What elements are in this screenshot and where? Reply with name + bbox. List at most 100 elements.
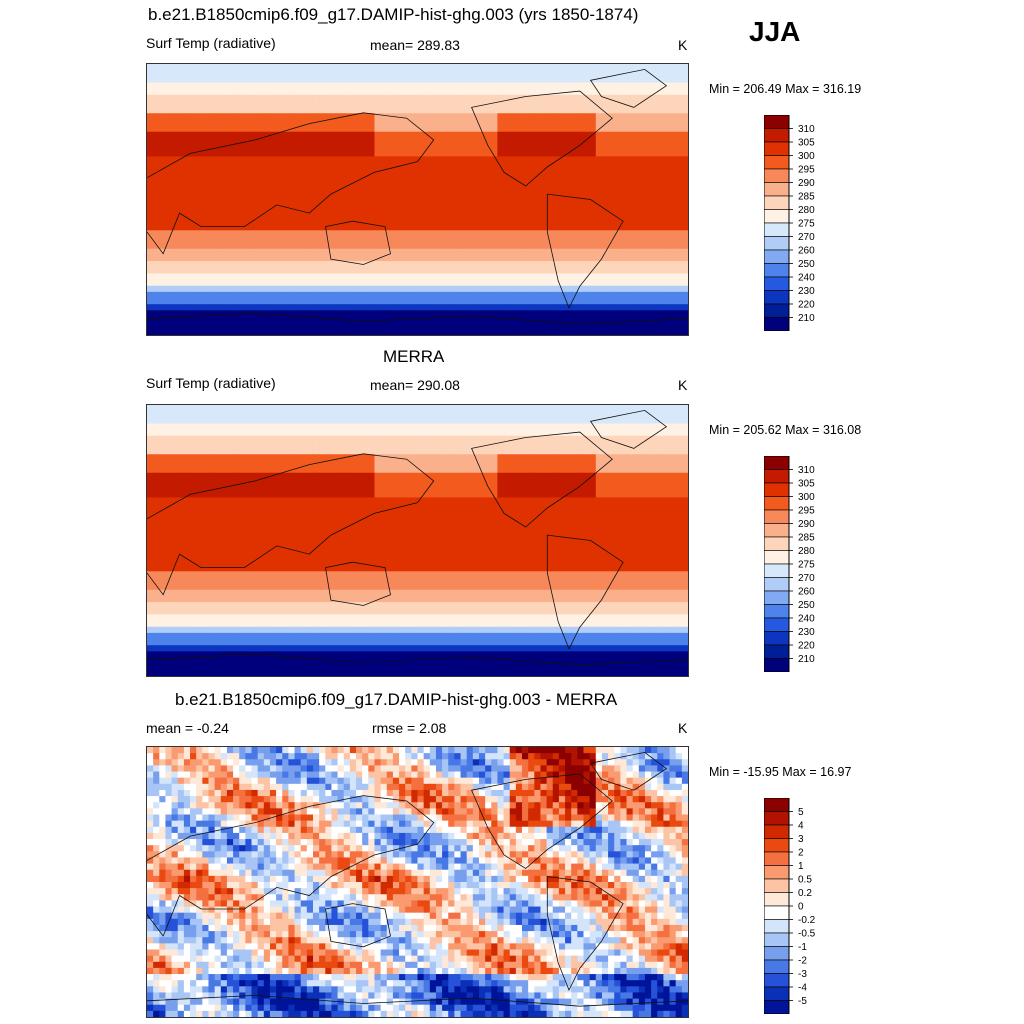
- colorbar-tick-label: 2: [798, 848, 804, 859]
- panel-1-map: [146, 63, 689, 336]
- colorbar-swatch: [764, 590, 790, 605]
- colorbar-swatch: [764, 644, 790, 659]
- colorbar-tick-label: 240: [798, 614, 815, 625]
- colorbar-tick-label: 310: [798, 465, 815, 476]
- colorbar-swatch: [764, 824, 790, 839]
- colorbar-swatch: [764, 919, 790, 934]
- panel-3-rmse-label: rmse = 2.08: [372, 720, 447, 736]
- colorbar-tick-label: -5: [798, 996, 807, 1007]
- colorbar-swatch: [764, 905, 790, 920]
- colorbar-tick-label: 3: [798, 834, 804, 845]
- panel-1-colorbar: 310 305 300 295 290 285 280 275 270 260 250 240 230 2…: [764, 115, 815, 331]
- colorbar-tick-label: 210: [798, 313, 815, 324]
- colorbar-tick-label: 290: [798, 519, 815, 530]
- colorbar-swatch: [764, 456, 790, 470]
- colorbar-tick-label: 300: [798, 151, 815, 162]
- colorbar-tick-label: 240: [798, 273, 815, 284]
- colorbar-tick-label: 290: [798, 178, 815, 189]
- coastline: [147, 994, 688, 1007]
- colorbar-swatch: [764, 168, 790, 183]
- panel-2-colorbar: 310 305 300 295 290 285 280 275 270 260 250 240 230 2…: [764, 456, 815, 672]
- coastline: [147, 453, 435, 596]
- coastline: [589, 751, 668, 791]
- panel-3-min-max: Min = -15.95 Max = 16.97: [709, 765, 852, 779]
- colorbar-tick-label: 295: [798, 165, 815, 176]
- colorbar-swatch: [764, 838, 790, 853]
- colorbar-swatch: [764, 209, 790, 224]
- panel-2-title: MERRA: [383, 347, 445, 366]
- colorbar-swatch: [764, 973, 790, 988]
- colorbar-swatch: [764, 115, 790, 129]
- colorbar-tick-label: 280: [798, 205, 815, 216]
- panel-2-units-label: K: [678, 377, 688, 393]
- colorbar-swatch: [764, 946, 790, 961]
- panel-1-title: b.e21.B1850cmip6.f09_g17.DAMIP-hist-ghg.…: [148, 5, 639, 24]
- colorbar-swatch: [764, 851, 790, 866]
- panel-3-units-label: K: [678, 720, 688, 736]
- panel-1-mean-label: mean= 289.83: [370, 37, 460, 53]
- panel-3-colorbar: 5 4 3 2 1 0.5 0.2 0 -0.2 -0.5 -1 -2 -3 -4 -5: [764, 798, 816, 1014]
- panel-2-mean-label: mean= 290.08: [370, 377, 460, 393]
- coastline: [471, 431, 613, 528]
- colorbar-swatch: [764, 249, 790, 264]
- colorbar-tick-label: -3: [798, 969, 807, 980]
- colorbar-tick-label: 305: [798, 138, 815, 149]
- colorbar-tick-label: 295: [798, 506, 815, 517]
- colorbar-tick-label: 275: [798, 219, 815, 230]
- colorbar-tick-label: 0.2: [798, 888, 812, 899]
- colorbar-tick-label: 285: [798, 533, 815, 544]
- colorbar-swatch: [764, 496, 790, 511]
- colorbar-swatch: [764, 658, 790, 672]
- colorbar-swatch: [764, 550, 790, 565]
- panel-1-variable-label: Surf Temp (radiative): [146, 35, 276, 51]
- colorbar-tick-label: 305: [798, 479, 815, 490]
- panel-2-map: [146, 404, 689, 677]
- colorbar-swatch: [764, 523, 790, 538]
- colorbar-tick-label: 5: [798, 807, 804, 818]
- colorbar-tick-label: 275: [798, 560, 815, 571]
- colorbar-tick-label: 230: [798, 286, 815, 297]
- coastline: [147, 312, 688, 325]
- colorbar-swatch: [764, 469, 790, 484]
- season-label: JJA: [749, 16, 801, 47]
- coastline: [147, 112, 435, 255]
- colorbar-tick-label: 270: [798, 573, 815, 584]
- colorbar-swatch: [764, 263, 790, 278]
- colorbar-swatch: [764, 195, 790, 210]
- coastline: [546, 193, 624, 309]
- colorbar-swatch: [764, 155, 790, 170]
- panel-1-units-label: K: [678, 37, 688, 53]
- colorbar-swatch: [764, 959, 790, 974]
- colorbar-tick-label: 4: [798, 821, 804, 832]
- colorbar-swatch: [764, 276, 790, 291]
- coastline: [325, 561, 391, 606]
- colorbar-swatch: [764, 141, 790, 156]
- colorbar-tick-label: 0.5: [798, 875, 812, 886]
- colorbar-tick-label: 270: [798, 232, 815, 243]
- coastline: [471, 773, 613, 869]
- colorbar-swatch: [764, 236, 790, 251]
- colorbar-swatch: [764, 617, 790, 632]
- colorbar-tick-label: 250: [798, 259, 815, 270]
- coastline: [325, 903, 391, 948]
- colorbar-swatch: [764, 932, 790, 947]
- colorbar-tick-label: 0: [798, 902, 804, 913]
- panel-2-min-max: Min = 205.62 Max = 316.08: [709, 423, 862, 437]
- colorbar-swatch: [764, 1000, 790, 1014]
- coastline: [147, 653, 688, 666]
- coastline: [471, 90, 613, 187]
- colorbar-tick-label: 300: [798, 492, 815, 503]
- colorbar-swatch: [764, 986, 790, 1001]
- colorbar-tick-label: 1: [798, 861, 804, 872]
- colorbar-swatch: [764, 631, 790, 646]
- colorbar-tick-label: -0.5: [798, 929, 816, 940]
- colorbar-tick-label: 250: [798, 600, 815, 611]
- coastline: [546, 534, 624, 650]
- colorbar-tick-label: -2: [798, 956, 807, 967]
- colorbar-tick-label: 230: [798, 627, 815, 638]
- colorbar-tick-label: -4: [798, 983, 807, 994]
- colorbar-swatch: [764, 865, 790, 880]
- panel-3-title: b.e21.B1850cmip6.f09_g17.DAMIP-hist-ghg.…: [175, 690, 618, 709]
- coastline: [589, 68, 668, 108]
- colorbar-tick-label: 210: [798, 654, 815, 665]
